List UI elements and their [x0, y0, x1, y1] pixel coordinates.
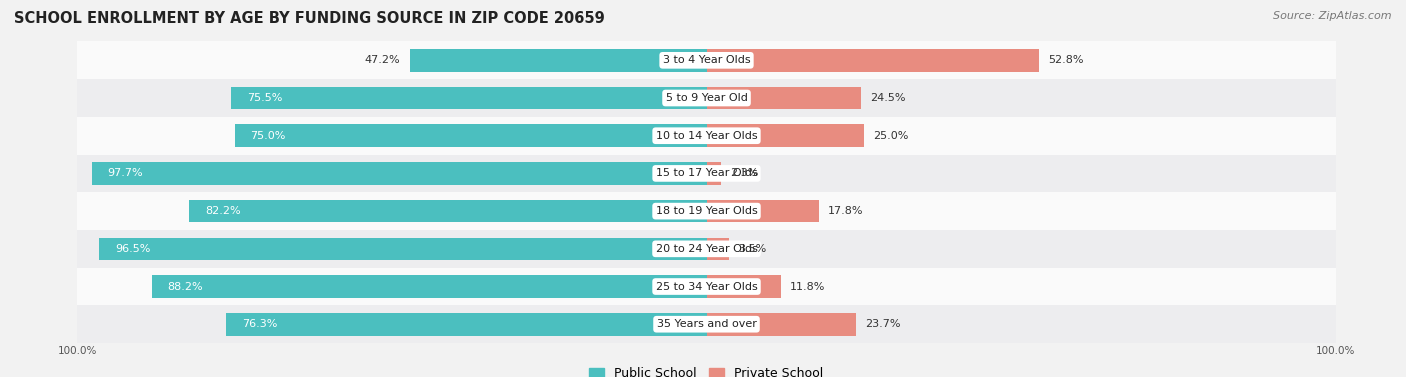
- Text: SCHOOL ENROLLMENT BY AGE BY FUNDING SOURCE IN ZIP CODE 20659: SCHOOL ENROLLMENT BY AGE BY FUNDING SOUR…: [14, 11, 605, 26]
- Text: 20 to 24 Year Olds: 20 to 24 Year Olds: [655, 244, 758, 254]
- Text: 52.8%: 52.8%: [1047, 55, 1084, 65]
- Legend: Public School, Private School: Public School, Private School: [585, 362, 828, 377]
- Text: 17.8%: 17.8%: [828, 206, 863, 216]
- Text: 47.2%: 47.2%: [364, 55, 401, 65]
- Text: 5 to 9 Year Old: 5 to 9 Year Old: [665, 93, 748, 103]
- Bar: [226, 313, 707, 336]
- Bar: [707, 162, 721, 185]
- Text: 97.7%: 97.7%: [107, 169, 143, 178]
- Text: 82.2%: 82.2%: [205, 206, 240, 216]
- Text: 11.8%: 11.8%: [790, 282, 825, 291]
- Bar: [77, 230, 1336, 268]
- Text: 3 to 4 Year Olds: 3 to 4 Year Olds: [662, 55, 751, 65]
- Bar: [409, 49, 707, 72]
- Bar: [77, 79, 1336, 117]
- Bar: [707, 124, 863, 147]
- Bar: [100, 238, 707, 260]
- Bar: [77, 117, 1336, 155]
- Bar: [77, 155, 1336, 192]
- Text: 15 to 17 Year Olds: 15 to 17 Year Olds: [655, 169, 758, 178]
- Bar: [707, 87, 860, 109]
- Text: 3.5%: 3.5%: [738, 244, 766, 254]
- Text: 96.5%: 96.5%: [115, 244, 150, 254]
- Bar: [707, 200, 818, 222]
- Bar: [707, 313, 856, 336]
- Text: 25.0%: 25.0%: [873, 131, 908, 141]
- Bar: [77, 305, 1336, 343]
- Text: 88.2%: 88.2%: [167, 282, 202, 291]
- Text: Source: ZipAtlas.com: Source: ZipAtlas.com: [1274, 11, 1392, 21]
- Text: 2.3%: 2.3%: [731, 169, 759, 178]
- Text: 35 Years and over: 35 Years and over: [657, 319, 756, 329]
- Bar: [190, 200, 707, 222]
- Bar: [707, 275, 780, 298]
- Bar: [235, 124, 707, 147]
- Bar: [707, 49, 1039, 72]
- Text: 75.5%: 75.5%: [247, 93, 283, 103]
- Bar: [91, 162, 707, 185]
- Text: 10 to 14 Year Olds: 10 to 14 Year Olds: [655, 131, 758, 141]
- Text: 18 to 19 Year Olds: 18 to 19 Year Olds: [655, 206, 758, 216]
- Bar: [707, 238, 728, 260]
- Text: 24.5%: 24.5%: [870, 93, 905, 103]
- Text: 76.3%: 76.3%: [242, 319, 277, 329]
- Bar: [77, 268, 1336, 305]
- Bar: [77, 192, 1336, 230]
- Text: 25 to 34 Year Olds: 25 to 34 Year Olds: [655, 282, 758, 291]
- Bar: [152, 275, 707, 298]
- Bar: [77, 41, 1336, 79]
- Bar: [232, 87, 707, 109]
- Text: 75.0%: 75.0%: [250, 131, 285, 141]
- Text: 23.7%: 23.7%: [865, 319, 901, 329]
